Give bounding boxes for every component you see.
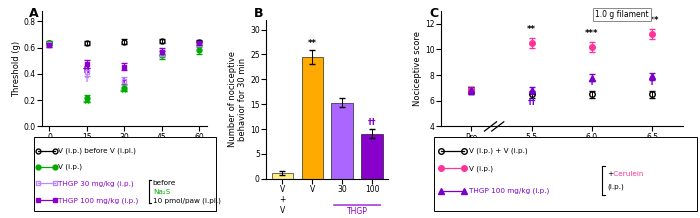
Text: Na₂S: Na₂S xyxy=(125,159,144,168)
Text: +: + xyxy=(608,171,613,177)
Text: †: † xyxy=(650,78,655,87)
Bar xyxy=(331,103,353,179)
Text: A: A xyxy=(29,7,39,20)
Text: THGP: THGP xyxy=(346,207,368,216)
Y-axis label: Number of nociceptive
behavior for 30 min: Number of nociceptive behavior for 30 mi… xyxy=(228,51,247,147)
Text: cerulein: cerulein xyxy=(498,173,533,182)
Text: **: ** xyxy=(83,100,92,109)
FancyBboxPatch shape xyxy=(434,137,696,211)
Text: THGP 100 mg/kg (i.p.): THGP 100 mg/kg (i.p.) xyxy=(470,187,550,194)
Text: ††: †† xyxy=(83,66,91,75)
Text: (i.p.): (i.p.) xyxy=(608,183,624,189)
Text: ***: *** xyxy=(645,16,659,25)
Text: THGP 30 mg/kg (i.p.): THGP 30 mg/kg (i.p.) xyxy=(58,180,134,187)
Text: †: † xyxy=(85,75,89,84)
Text: Cerulein: Cerulein xyxy=(611,171,643,177)
Text: ††: †† xyxy=(368,118,377,127)
Text: B: B xyxy=(253,7,263,20)
Y-axis label: Nociceptive score: Nociceptive score xyxy=(413,31,422,106)
Text: *: * xyxy=(160,52,164,61)
Text: V (i.p.) + V (i.p.): V (i.p.) + V (i.p.) xyxy=(470,147,528,154)
Text: V (i.p.) before V (i.pl.): V (i.p.) before V (i.pl.) xyxy=(58,147,136,154)
FancyBboxPatch shape xyxy=(34,137,216,211)
Text: before: before xyxy=(153,180,176,186)
Text: **: ** xyxy=(527,25,536,34)
Text: V (i.p.): V (i.p.) xyxy=(470,165,494,172)
Text: C: C xyxy=(430,7,439,20)
Text: ††: †† xyxy=(527,97,536,107)
Text: ***: *** xyxy=(585,29,598,38)
Bar xyxy=(302,57,323,179)
Y-axis label: Threshold (g): Threshold (g) xyxy=(12,41,21,97)
Text: 1.0 g filament: 1.0 g filament xyxy=(595,10,649,19)
Text: administration: administration xyxy=(538,173,601,182)
Bar xyxy=(272,173,293,179)
Text: **: ** xyxy=(120,89,129,98)
Text: †: † xyxy=(590,78,594,87)
Text: Time (h) after the onset of: Time (h) after the onset of xyxy=(506,157,617,165)
Bar xyxy=(361,133,383,179)
Text: **: ** xyxy=(308,39,317,48)
Text: †: † xyxy=(122,78,127,87)
Text: Time (min) after i.pl.: Time (min) after i.pl. xyxy=(36,159,125,168)
Text: V (i.p.): V (i.p.) xyxy=(58,164,82,170)
Text: 10 pmol/paw (i.pl.): 10 pmol/paw (i.pl.) xyxy=(153,197,220,204)
Text: THGP 100 mg/kg (i.p.): THGP 100 mg/kg (i.p.) xyxy=(58,197,139,204)
Text: Na₂S: Na₂S xyxy=(153,189,170,195)
